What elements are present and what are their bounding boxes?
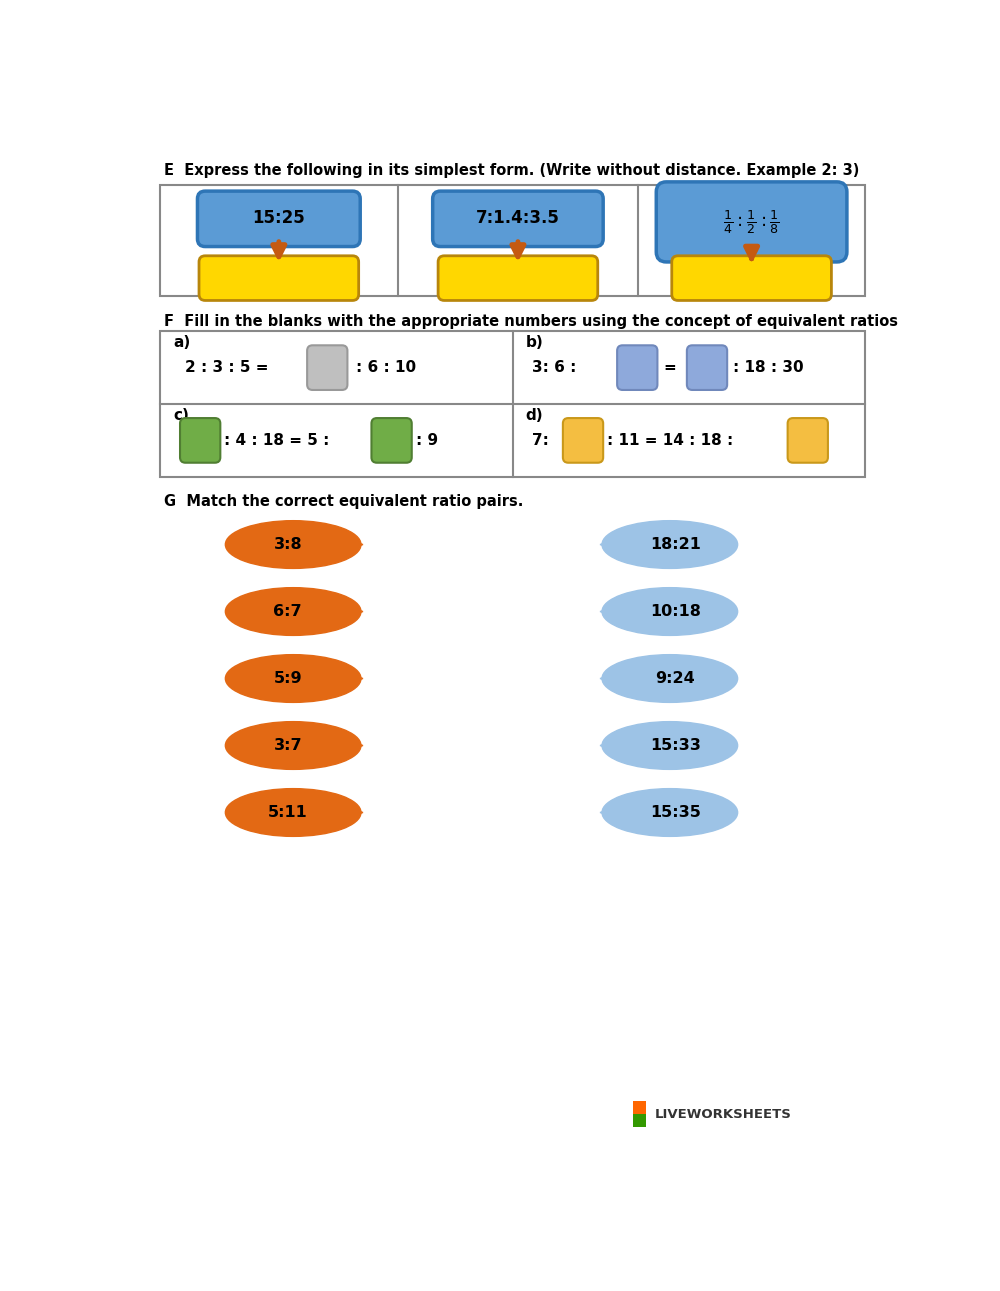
Text: 3: 6 :: 3: 6 : [532, 360, 576, 376]
Text: 2 : 3 : 5 =: 2 : 3 : 5 = [185, 360, 269, 376]
Polygon shape [600, 665, 640, 692]
Text: 15:35: 15:35 [650, 806, 701, 820]
Polygon shape [600, 799, 640, 826]
FancyBboxPatch shape [199, 256, 359, 301]
Text: 9:24: 9:24 [655, 671, 695, 686]
Text: : 11 = 14 : 18 :: : 11 = 14 : 18 : [607, 432, 733, 448]
Ellipse shape [225, 655, 361, 702]
Text: 5:9: 5:9 [273, 671, 302, 686]
FancyBboxPatch shape [438, 256, 598, 301]
Ellipse shape [602, 520, 738, 568]
Polygon shape [323, 732, 363, 759]
Text: 5:11: 5:11 [268, 806, 308, 820]
Text: 3:8: 3:8 [273, 537, 302, 553]
Text: c): c) [173, 408, 189, 423]
Ellipse shape [602, 655, 738, 702]
Text: : 4 : 18 = 5 :: : 4 : 18 = 5 : [224, 432, 330, 448]
Text: 10:18: 10:18 [650, 604, 701, 618]
Polygon shape [600, 598, 640, 625]
Text: b): b) [526, 336, 543, 350]
Text: $\frac{1}{4}:\frac{1}{2}:\frac{1}{8}$: $\frac{1}{4}:\frac{1}{2}:\frac{1}{8}$ [723, 208, 780, 236]
Text: G  Match the correct equivalent ratio pairs.: G Match the correct equivalent ratio pai… [164, 494, 523, 510]
Bar [633, 1114, 646, 1127]
Text: 7:: 7: [532, 432, 549, 448]
Text: 3:7: 3:7 [273, 738, 302, 753]
Ellipse shape [225, 789, 361, 837]
Polygon shape [323, 799, 363, 826]
FancyBboxPatch shape [672, 256, 831, 301]
Ellipse shape [602, 722, 738, 769]
Bar [160, 332, 865, 476]
Ellipse shape [602, 789, 738, 837]
Text: a): a) [173, 336, 190, 350]
Text: : 6 : 10: : 6 : 10 [356, 360, 416, 376]
Text: 7:1.4:3.5: 7:1.4:3.5 [476, 209, 560, 227]
FancyBboxPatch shape [656, 182, 847, 262]
Text: : 18 : 30: : 18 : 30 [733, 360, 804, 376]
Bar [633, 1101, 646, 1114]
Polygon shape [323, 665, 363, 692]
Bar [160, 185, 865, 296]
Ellipse shape [225, 520, 361, 568]
Text: E  Express the following in its simplest form. (Write without distance. Example : E Express the following in its simplest … [164, 164, 859, 178]
FancyBboxPatch shape [563, 418, 603, 462]
Text: F  Fill in the blanks with the appropriate numbers using the concept of equivale: F Fill in the blanks with the appropriat… [164, 314, 898, 328]
Polygon shape [600, 531, 640, 559]
Text: : 9: : 9 [416, 432, 438, 448]
FancyBboxPatch shape [371, 418, 412, 462]
Polygon shape [600, 732, 640, 759]
Ellipse shape [225, 722, 361, 769]
FancyBboxPatch shape [788, 418, 828, 462]
Text: 18:21: 18:21 [650, 537, 701, 553]
FancyBboxPatch shape [197, 191, 360, 247]
Text: =: = [664, 360, 676, 376]
Text: d): d) [526, 408, 543, 423]
Ellipse shape [602, 587, 738, 635]
Text: 6:7: 6:7 [273, 604, 302, 618]
FancyBboxPatch shape [180, 418, 220, 462]
FancyBboxPatch shape [617, 345, 657, 390]
Polygon shape [323, 598, 363, 625]
Ellipse shape [225, 587, 361, 635]
Text: 15:25: 15:25 [252, 209, 305, 227]
FancyBboxPatch shape [687, 345, 727, 390]
Polygon shape [323, 531, 363, 559]
Text: 15:33: 15:33 [650, 738, 701, 753]
FancyBboxPatch shape [307, 345, 347, 390]
FancyBboxPatch shape [433, 191, 603, 247]
Text: LIVEWORKSHEETS: LIVEWORKSHEETS [655, 1108, 792, 1121]
